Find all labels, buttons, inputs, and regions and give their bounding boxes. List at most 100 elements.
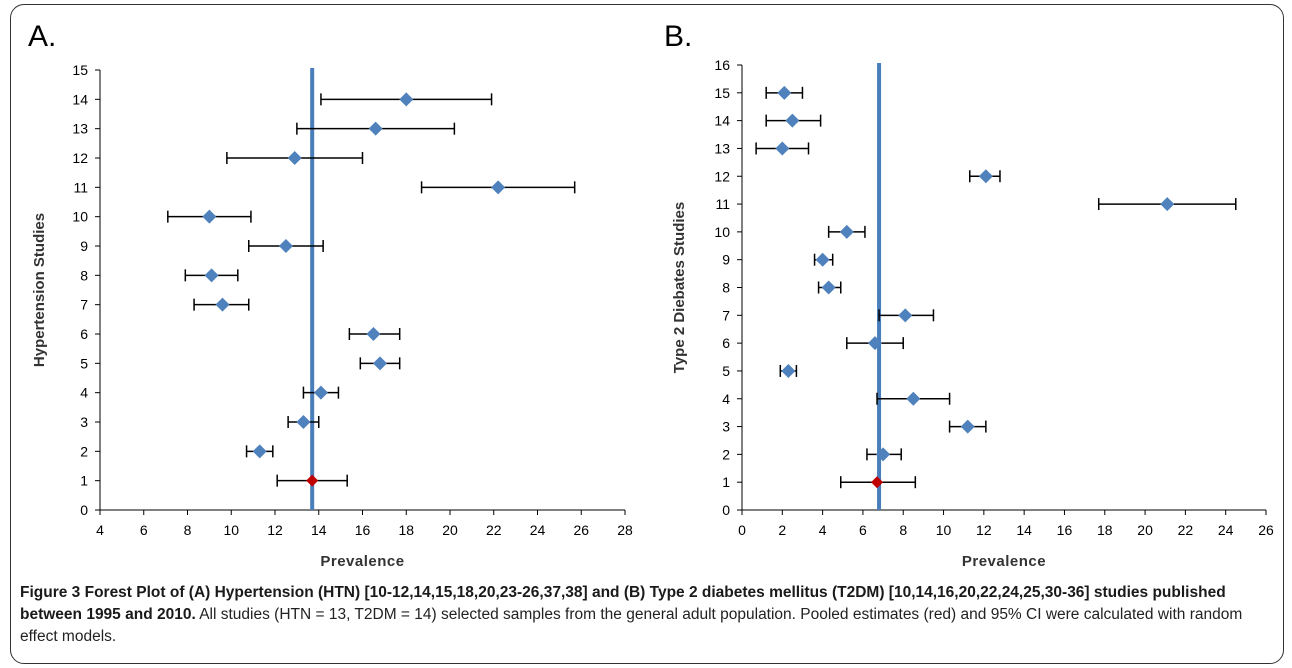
study-estimate-marker [278, 239, 293, 253]
study-estimate-marker [202, 209, 217, 224]
study-estimate-marker [366, 327, 381, 341]
pooled-estimate-marker [306, 474, 319, 487]
panel-label: B. [664, 20, 692, 53]
y-tick-label: 15 [714, 85, 730, 101]
study-estimate-marker [781, 363, 796, 378]
y-tick-label: 15 [72, 62, 88, 78]
x-tick-label: 26 [1258, 522, 1274, 538]
caption-title: Figure 3 Forest Plot of (A) Hypertension… [20, 584, 1226, 623]
y-tick-label: 9 [80, 238, 88, 254]
y-axis-title: Type 2 Diebates Studies [671, 202, 688, 373]
x-tick-label: 20 [1137, 522, 1153, 538]
y-tick-label: 10 [72, 209, 88, 225]
study-estimate-marker [204, 268, 219, 283]
y-tick-label: 0 [722, 502, 730, 518]
y-tick-label: 3 [722, 419, 730, 435]
y-tick-label: 8 [80, 267, 88, 283]
study-estimate-marker [898, 308, 913, 323]
study-estimate-marker [839, 224, 854, 239]
x-tick-label: 10 [936, 522, 952, 538]
panel-label: A. [28, 20, 56, 53]
x-axis-title: Prevalence [962, 553, 1046, 570]
study-estimate-marker [978, 169, 993, 184]
study-estimate-marker [906, 391, 921, 406]
x-tick-label: 28 [617, 522, 633, 538]
x-tick-label: 4 [96, 522, 104, 538]
x-tick-label: 10 [223, 522, 239, 538]
study-estimate-marker [313, 385, 328, 400]
y-tick-label: 2 [722, 446, 730, 462]
study-estimate-marker [287, 151, 302, 165]
x-tick-label: 20 [442, 522, 458, 538]
y-tick-label: 4 [80, 385, 88, 401]
y-tick-label: 1 [80, 473, 88, 489]
x-tick-label: 24 [1218, 522, 1234, 538]
y-tick-label: 5 [80, 355, 88, 371]
study-estimate-marker [815, 252, 830, 267]
x-tick-label: 4 [819, 522, 827, 538]
x-tick-label: 6 [859, 522, 867, 538]
y-tick-label: 0 [80, 502, 88, 518]
x-tick-label: 16 [355, 522, 371, 538]
y-tick-label: 4 [722, 391, 730, 407]
pooled-estimate-marker [871, 476, 884, 489]
y-tick-label: 7 [722, 307, 730, 323]
x-tick-label: 2 [778, 522, 786, 538]
x-tick-label: 14 [311, 522, 327, 538]
x-tick-label: 24 [530, 522, 546, 538]
y-axis-title: Hypertension Studies [31, 213, 48, 367]
y-tick-label: 9 [722, 252, 730, 268]
study-estimate-marker [775, 141, 790, 156]
x-tick-label: 26 [573, 522, 589, 538]
y-tick-label: 13 [72, 121, 88, 137]
y-tick-label: 14 [72, 91, 88, 107]
x-tick-label: 12 [976, 522, 992, 538]
study-estimate-marker [373, 356, 387, 371]
y-tick-label: 1 [722, 474, 730, 490]
x-tick-label: 0 [738, 522, 746, 538]
x-tick-label: 16 [1057, 522, 1073, 538]
x-tick-label: 6 [140, 522, 148, 538]
study-estimate-marker [1160, 197, 1175, 212]
study-estimate-marker [876, 447, 891, 462]
study-estimate-marker [215, 297, 230, 312]
y-tick-label: 3 [80, 414, 88, 430]
y-tick-label: 10 [714, 224, 730, 240]
study-estimate-marker [368, 121, 383, 136]
study-estimate-marker [960, 419, 975, 434]
study-estimate-marker [399, 92, 414, 107]
y-tick-label: 12 [714, 168, 730, 184]
x-axis-title: Prevalence [320, 553, 404, 570]
study-estimate-marker [252, 444, 267, 459]
x-tick-label: 22 [1178, 522, 1194, 538]
study-estimate-marker [491, 180, 506, 195]
y-tick-label: 11 [715, 196, 730, 212]
y-tick-label: 6 [722, 335, 730, 351]
study-estimate-marker [785, 113, 800, 128]
x-tick-label: 8 [899, 522, 907, 538]
x-tick-label: 18 [1097, 522, 1113, 538]
figure-frame [10, 4, 1284, 664]
y-tick-label: 5 [722, 363, 730, 379]
y-tick-label: 7 [80, 297, 88, 313]
y-tick-label: 14 [714, 113, 730, 129]
y-tick-label: 12 [72, 150, 88, 166]
y-tick-label: 2 [80, 443, 88, 459]
x-tick-label: 22 [486, 522, 502, 538]
study-estimate-marker [821, 280, 836, 295]
x-tick-label: 18 [398, 522, 414, 538]
study-estimate-marker [296, 415, 311, 429]
x-tick-label: 8 [184, 522, 192, 538]
x-tick-label: 14 [1016, 522, 1032, 538]
study-estimate-marker [777, 85, 792, 100]
y-tick-label: 8 [722, 280, 730, 296]
figure-caption: Figure 3 Forest Plot of (A) Hypertension… [20, 582, 1275, 648]
y-tick-label: 13 [714, 140, 730, 156]
y-tick-label: 16 [714, 57, 730, 73]
x-tick-label: 12 [267, 522, 283, 538]
caption-body: All studies (HTN = 13, T2DM = 14) select… [20, 606, 1243, 645]
y-tick-label: 6 [80, 326, 88, 342]
